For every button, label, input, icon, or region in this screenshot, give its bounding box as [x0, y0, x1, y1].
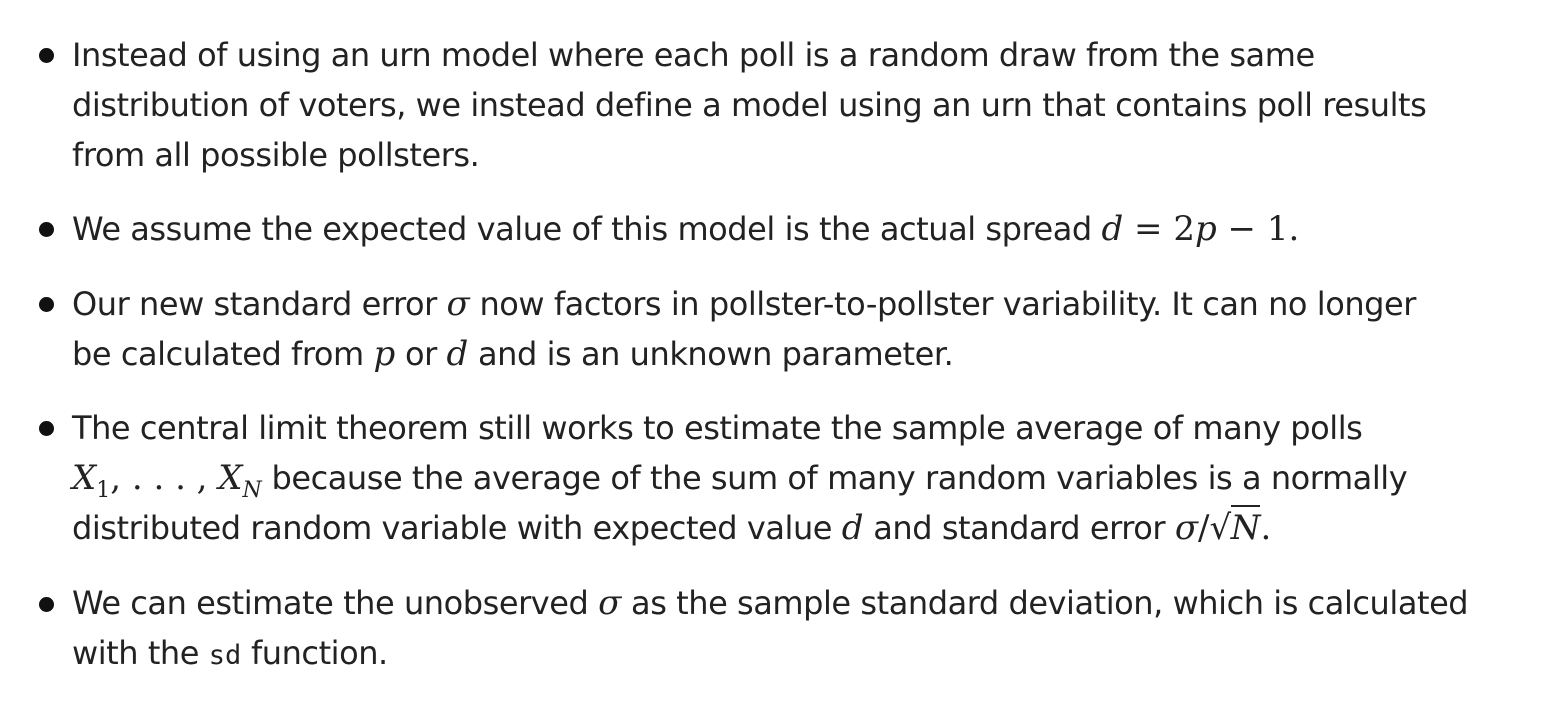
paragraph-line: We assume the expected value of this mod… [72, 204, 1299, 254]
text: be calculated from [72, 335, 374, 373]
text: We assume the expected value of this mod… [72, 210, 1102, 248]
bullet-icon [39, 297, 54, 312]
paragraph-line: be calculated from p or d and is an unkn… [72, 329, 954, 379]
math-variable: σ [598, 583, 622, 623]
paragraph-line: We can estimate the unobserved σ as the … [72, 578, 1469, 628]
math-operator: / [1198, 508, 1210, 548]
text: distributed random variable with expecte… [72, 509, 842, 547]
math-variable: d [446, 334, 469, 374]
text: We can estimate the unobserved [72, 584, 599, 622]
paragraph-line: Instead of using an urn model where each… [72, 36, 1315, 74]
paragraph-line: distribution of voters, we instead defin… [72, 86, 1427, 124]
math-operator: − 1. [1216, 209, 1300, 249]
bullet-icon [39, 222, 54, 237]
math-subscript: 1 [96, 478, 111, 503]
text: and standard error [863, 509, 1175, 547]
inline-code: sd [208, 640, 242, 671]
text: because the average of the sum of many r… [261, 459, 1408, 497]
math-variable: d [841, 508, 864, 548]
bullet-icon [39, 421, 54, 436]
text: function. [241, 634, 388, 672]
math-operator: = 2 [1123, 209, 1195, 249]
math-variable: p [1194, 209, 1217, 249]
bullet-icon [39, 597, 54, 612]
math-variable: X [72, 458, 97, 498]
text: Our new standard error [72, 285, 447, 323]
math-operator: . [1260, 508, 1272, 548]
math-ellipsis: , . . . , [110, 458, 219, 498]
math-variable: N [1230, 505, 1261, 548]
paragraph-line: Our new standard error σ now factors in … [72, 279, 1416, 329]
paragraph-line: distributed random variable with expecte… [72, 503, 1271, 553]
bullet-icon [39, 48, 54, 63]
math-variable: X [218, 458, 243, 498]
paragraph-line: X1, . . . , XN because the average of th… [72, 453, 1408, 516]
paragraph-line: from all possible pollsters. [72, 136, 480, 174]
math-variable: d [1101, 209, 1124, 249]
text: now factors in pollster-to-pollster vari… [469, 285, 1416, 323]
math-subscript: N [242, 478, 262, 503]
paragraph-line: with the sd function. [72, 628, 388, 681]
math-variable: p [373, 334, 396, 374]
paragraph-line: The central limit theorem still works to… [72, 409, 1363, 447]
math-variable: σ [1174, 508, 1199, 548]
math-variable: σ [446, 284, 470, 324]
text: with the [72, 634, 209, 672]
text: or [395, 335, 447, 373]
text: as the sample standard deviation, which … [621, 584, 1469, 622]
sqrt-icon: √ [1209, 508, 1232, 548]
text: and is an unknown parameter. [468, 335, 954, 373]
